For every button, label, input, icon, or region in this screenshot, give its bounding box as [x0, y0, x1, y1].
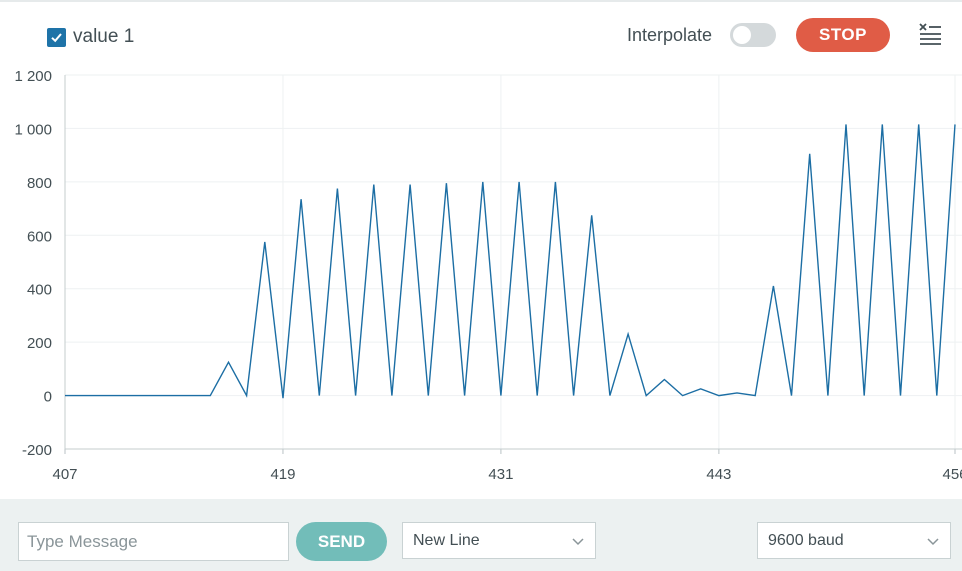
- baud-rate-value: 9600 baud: [768, 531, 844, 549]
- series-checkbox[interactable]: [47, 27, 66, 47]
- y-tick-label: 800: [27, 175, 52, 192]
- y-tick-label: 200: [27, 335, 52, 352]
- chevron-down-icon: [927, 538, 939, 546]
- interpolate-label: Interpolate: [627, 25, 713, 45]
- interpolate-toggle[interactable]: [730, 23, 776, 47]
- y-tick-label: 1 200: [14, 68, 52, 85]
- x-tick-label: 443: [706, 466, 731, 483]
- y-tick-label: 400: [27, 282, 52, 299]
- x-tick-label: 456: [942, 466, 962, 483]
- send-button[interactable]: SEND: [296, 522, 387, 561]
- checkmark-icon: [51, 32, 62, 42]
- y-tick-label: -200: [22, 442, 52, 459]
- clear-output-icon[interactable]: [918, 22, 942, 46]
- y-tick-label: 1 000: [14, 121, 52, 138]
- line-ending-value: New Line: [413, 531, 480, 549]
- line-ending-select[interactable]: New Line: [402, 522, 596, 559]
- plotter-toolbar: value 1 Interpolate STOP: [0, 0, 962, 66]
- x-tick-label: 431: [488, 466, 513, 483]
- series-legend[interactable]: value 1: [47, 26, 134, 48]
- x-tick-label: 419: [270, 466, 295, 483]
- baud-rate-select[interactable]: 9600 baud: [757, 522, 951, 559]
- series-label: value 1: [73, 26, 135, 47]
- toggle-knob: [733, 26, 751, 44]
- serial-input-bar: SEND New Line 9600 baud: [0, 499, 962, 571]
- stop-button[interactable]: STOP: [796, 18, 890, 52]
- y-tick-label: 600: [27, 228, 52, 245]
- chevron-down-icon: [572, 538, 584, 546]
- series-line-value-1: [65, 124, 956, 399]
- y-tick-label: 0: [44, 389, 52, 406]
- x-tick-label: 407: [52, 466, 77, 483]
- message-input[interactable]: [18, 522, 289, 561]
